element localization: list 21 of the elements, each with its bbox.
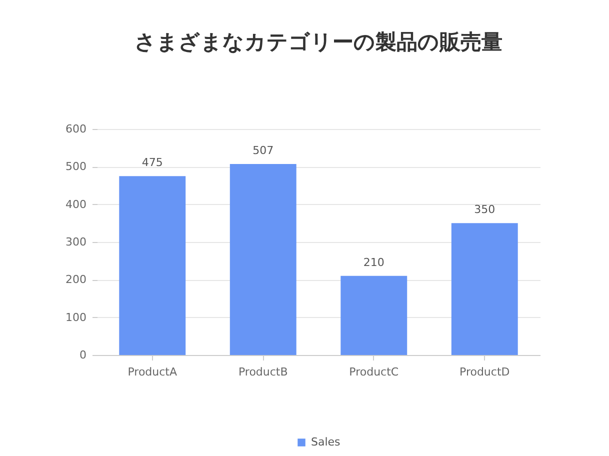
bar [230,164,296,355]
bar [451,223,518,355]
bar [119,176,186,355]
data-label: 475 [142,156,163,170]
y-tick-label: 200 [66,273,86,286]
legend-label: Sales [311,436,341,448]
x-tick-label: ProductD [460,366,510,378]
y-tick-label: 400 [66,198,86,211]
x-tick-label: ProductC [349,366,399,378]
y-tick-label: 600 [66,122,86,136]
y-tick-label: 500 [66,160,86,174]
y-tick-label: 100 [66,310,86,324]
data-label: 350 [474,203,496,216]
data-label: 507 [252,144,274,158]
bar [340,276,408,355]
y-tick-label: 0 [80,348,86,362]
chart-title: さまざまなカテゴリーの製品の販売量 [134,30,502,54]
data-label: 210 [363,256,384,269]
y-tick-label: 300 [66,236,86,248]
x-tick-label: ProductB [238,366,288,378]
x-tick-label: ProductA [128,366,178,378]
